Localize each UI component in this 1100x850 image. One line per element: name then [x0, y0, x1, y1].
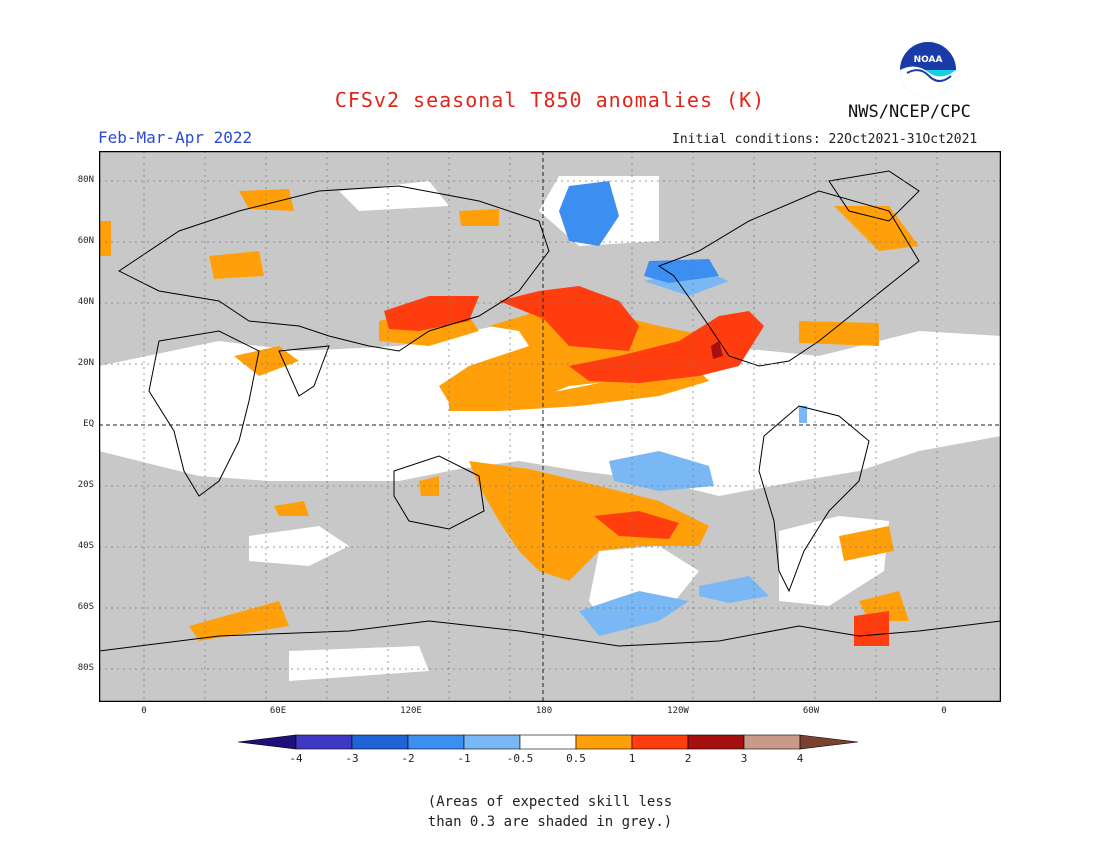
- colorbar-label: -2: [401, 752, 415, 765]
- agency-label: NWS/NCEP/CPC: [848, 102, 971, 122]
- colorbar-segment: [463, 734, 521, 750]
- lat-label: 40S: [77, 541, 94, 551]
- africa-outline: [148, 330, 260, 497]
- colorbar-segment: [799, 734, 859, 750]
- lon-label: 60W: [802, 706, 820, 716]
- lon-label: 120E: [400, 706, 422, 716]
- colorbar-segment: [687, 734, 745, 750]
- equator-dateline: [99, 151, 1001, 702]
- lat-label: 80N: [77, 175, 94, 185]
- colorbar-label: 1: [628, 752, 636, 765]
- noaa-logo: NOAA: [900, 42, 956, 98]
- colorbar-label: 4: [796, 752, 804, 765]
- colorbar-segment: [743, 734, 801, 750]
- continent-outlines: [99, 170, 1001, 652]
- skill-note-line-1: (Areas of expected skill less: [427, 794, 673, 810]
- antarctica-outline: [99, 620, 1001, 652]
- colorbar-label: 0.5: [566, 752, 586, 765]
- noaa-logo-text: NOAA: [914, 55, 943, 65]
- colorbar-label: 2: [684, 752, 692, 765]
- map-frame: [99, 151, 1001, 702]
- graticule: [99, 151, 1001, 702]
- colorbar-segment: [295, 734, 353, 750]
- lat-label: 80S: [77, 663, 94, 673]
- colorbar-label: -1: [457, 752, 471, 765]
- lon-label: 120W: [667, 706, 689, 716]
- colorbar-segment: [631, 734, 689, 750]
- india-outline: [278, 345, 330, 397]
- colorbar-segment: [575, 734, 633, 750]
- initial-conditions-label: Initial conditions: 22Oct2021-31Oct2021: [672, 132, 978, 147]
- lat-label: EQ: [83, 419, 94, 429]
- north-america-outline: [657, 190, 920, 367]
- lat-label: 20N: [77, 358, 94, 368]
- colorbar: [238, 734, 859, 750]
- lat-label: 20S: [77, 480, 94, 490]
- australia-outline: [393, 455, 485, 530]
- lat-label: 60S: [77, 602, 94, 612]
- skill-note-line-2: than 0.3 are shaded in grey.): [427, 814, 673, 830]
- lon-label: 0: [141, 706, 147, 716]
- greenland-outline: [828, 170, 920, 222]
- south-america-outline: [758, 405, 870, 593]
- warm-anomaly-regions: [99, 189, 919, 641]
- lat-label: 60N: [77, 236, 94, 246]
- colorbar-label: 3: [740, 752, 748, 765]
- lon-label: 0: [941, 706, 947, 716]
- colorbar-segment: [519, 734, 577, 750]
- very-strong-warm-anomaly-regions: [711, 341, 723, 359]
- colorbar-segment: [238, 734, 297, 750]
- colorbar-label: -4: [289, 752, 303, 765]
- colorbar-segment: [407, 734, 465, 750]
- colorbar-label: -3: [345, 752, 359, 765]
- anomaly-map: [99, 151, 1001, 702]
- colorbar-label: -0.5: [506, 752, 534, 765]
- skill-note: (Areas of expected skill less than 0.3 a…: [0, 792, 1100, 832]
- lon-label: 60E: [269, 706, 287, 716]
- lon-label: 180: [535, 706, 553, 716]
- strong-warm-anomaly-regions: [384, 286, 889, 646]
- europe-asia-outline: [118, 185, 550, 352]
- colorbar-segment: [351, 734, 409, 750]
- lat-label: 40N: [77, 297, 94, 307]
- season-label: Feb-Mar-Apr 2022: [98, 128, 253, 147]
- map-title: CFSv2 seasonal T850 anomalies (K): [334, 88, 766, 112]
